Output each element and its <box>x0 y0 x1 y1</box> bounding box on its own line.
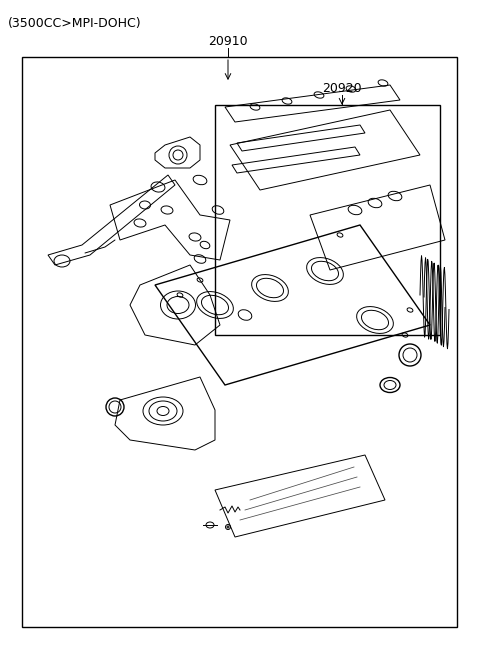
Bar <box>22 57 457 627</box>
Bar <box>215 105 440 335</box>
Text: (3500CC>MPI-DOHC): (3500CC>MPI-DOHC) <box>8 17 142 30</box>
Text: 20920: 20920 <box>322 82 362 95</box>
Text: 20910: 20910 <box>208 35 248 48</box>
